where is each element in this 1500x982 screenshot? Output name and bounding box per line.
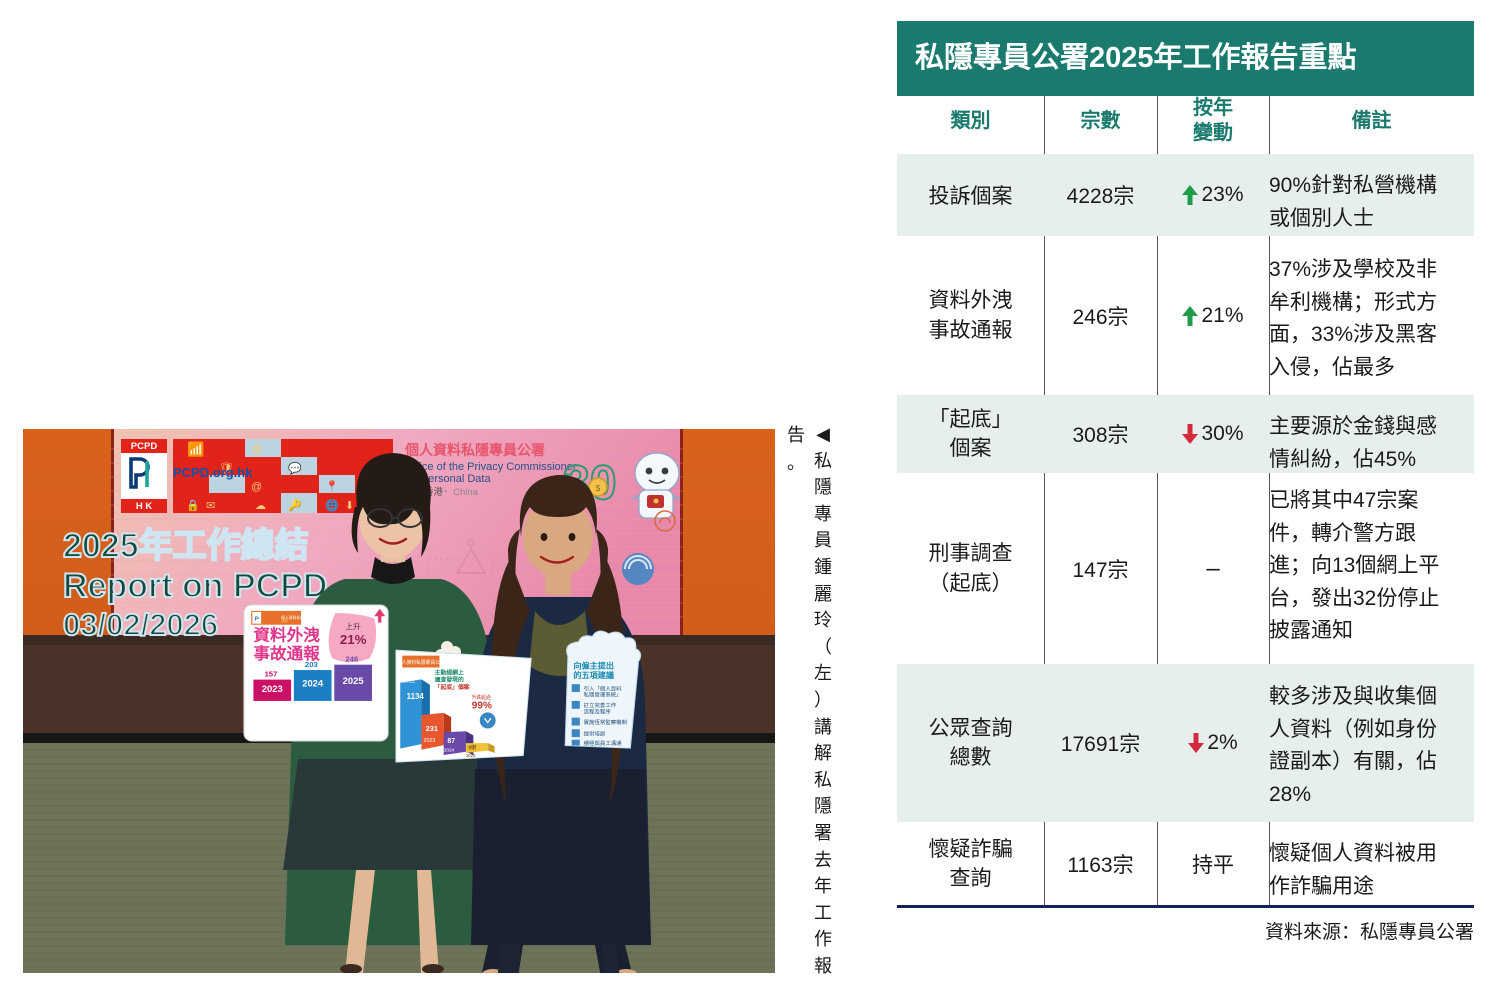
svg-text:87: 87 <box>447 738 455 745</box>
svg-text:99%: 99% <box>472 700 492 711</box>
svg-text:2024: 2024 <box>444 748 455 754</box>
svg-text:2025: 2025 <box>343 676 364 686</box>
svg-text:157: 157 <box>264 670 277 679</box>
svg-text:的五項建議: 的五項建議 <box>573 670 614 680</box>
svg-text:231: 231 <box>426 724 438 733</box>
svg-text:P: P <box>255 617 259 623</box>
svg-text:・ China: ・ China <box>441 487 479 498</box>
svg-text:PCPD.org.hk: PCPD.org.hk <box>173 465 253 480</box>
svg-text:⚙: ⚙ <box>251 442 263 457</box>
svg-text:203: 203 <box>305 660 318 669</box>
svg-text:246: 246 <box>345 655 358 664</box>
svg-text:🌐: 🌐 <box>325 499 339 512</box>
svg-text:向僱主提出: 向僱主提出 <box>573 661 614 671</box>
svg-text:2023: 2023 <box>262 684 283 694</box>
svg-text:🔑: 🔑 <box>288 498 302 512</box>
svg-text:2023: 2023 <box>424 738 436 744</box>
svg-text:2025年工作總結: 2025年工作總結 <box>63 527 309 565</box>
svg-text:2024: 2024 <box>302 679 324 689</box>
svg-text:Office of the Privacy Commissi: Office of the Privacy Commissioner <box>405 461 577 473</box>
svg-text:Report on PCPD: Report on PCPD <box>63 567 327 605</box>
svg-text:🔒: 🔒 <box>186 499 200 512</box>
svg-text:2025: 2025 <box>466 753 476 758</box>
svg-text:03/02/2026: 03/02/2026 <box>63 607 218 642</box>
svg-text:⬇: ⬇ <box>345 500 354 512</box>
svg-text:@: @ <box>251 481 262 493</box>
svg-text:資料外洩: 資料外洩 <box>253 626 320 645</box>
svg-text:1134: 1134 <box>407 692 425 701</box>
svg-text:30: 30 <box>281 619 288 625</box>
svg-text:21%: 21% <box>340 632 367 647</box>
svg-text:☁: ☁ <box>255 500 266 512</box>
svg-text:📍: 📍 <box>325 480 339 493</box>
svg-text:💬: 💬 <box>288 462 302 475</box>
svg-text:上升: 上升 <box>345 622 361 631</box>
svg-text:📶: 📶 <box>187 441 204 458</box>
svg-text:H K: H K <box>136 501 153 512</box>
svg-text:✉: ✉ <box>206 500 215 512</box>
svg-text:PCPD: PCPD <box>131 441 158 452</box>
svg-text:2022: 2022 <box>402 679 415 685</box>
svg-text:個人資料私隱專員公署: 個人資料私隱專員公署 <box>404 442 545 458</box>
svg-text:$: $ <box>596 484 601 493</box>
